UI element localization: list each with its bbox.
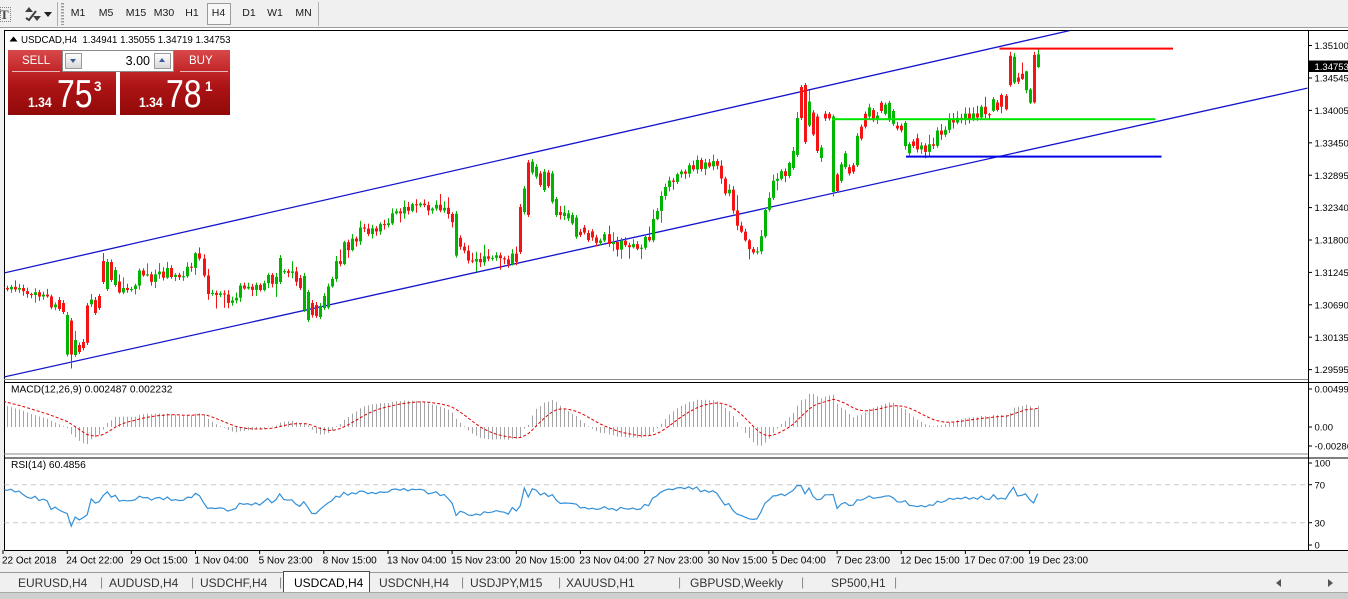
svg-text:-0.00286: -0.00286 bbox=[1315, 442, 1348, 453]
svg-text:USDCAD,H4 1.34941 1.35055 1.3: USDCAD,H4 1.34941 1.35055 1.34719 1.3475… bbox=[21, 35, 231, 46]
svg-text:1.34753: 1.34753 bbox=[1315, 62, 1348, 73]
svg-text:23 Nov 04:00: 23 Nov 04:00 bbox=[579, 556, 639, 567]
svg-text:30: 30 bbox=[1315, 518, 1326, 529]
svg-text:1.35100: 1.35100 bbox=[1315, 41, 1348, 52]
svg-text:1.32340: 1.32340 bbox=[1315, 203, 1348, 214]
svg-text:MACD(12,26,9) 0.002487 0.00223: MACD(12,26,9) 0.002487 0.002232 bbox=[11, 385, 173, 396]
svg-text:1.34005: 1.34005 bbox=[1315, 106, 1348, 117]
svg-text:1.30690: 1.30690 bbox=[1315, 300, 1348, 311]
svg-text:1.32895: 1.32895 bbox=[1315, 171, 1348, 182]
svg-text:70: 70 bbox=[1315, 480, 1326, 491]
svg-text:1.34545: 1.34545 bbox=[1315, 74, 1348, 85]
svg-text:24 Oct 22:00: 24 Oct 22:00 bbox=[66, 556, 124, 567]
svg-text:100: 100 bbox=[1315, 459, 1331, 470]
svg-text:17 Dec 07:00: 17 Dec 07:00 bbox=[964, 556, 1024, 567]
svg-text:T: T bbox=[0, 7, 9, 22]
svg-text:0.00: 0.00 bbox=[1315, 423, 1334, 434]
svg-text:1.29595: 1.29595 bbox=[1315, 365, 1348, 376]
svg-text:22 Oct 2018: 22 Oct 2018 bbox=[2, 556, 57, 567]
svg-text:29 Oct 15:00: 29 Oct 15:00 bbox=[130, 556, 188, 567]
svg-text:13 Nov 04:00: 13 Nov 04:00 bbox=[387, 556, 447, 567]
svg-text:0: 0 bbox=[1315, 541, 1320, 552]
svg-text:20 Nov 15:00: 20 Nov 15:00 bbox=[515, 556, 575, 567]
svg-text:5 Dec 04:00: 5 Dec 04:00 bbox=[772, 556, 826, 567]
svg-text:1.30135: 1.30135 bbox=[1315, 333, 1348, 344]
svg-text:7 Dec 23:00: 7 Dec 23:00 bbox=[836, 556, 890, 567]
svg-text:30 Nov 15:00: 30 Nov 15:00 bbox=[708, 556, 768, 567]
svg-text:15 Nov 23:00: 15 Nov 23:00 bbox=[451, 556, 511, 567]
svg-text:12 Dec 15:00: 12 Dec 15:00 bbox=[900, 556, 960, 567]
svg-text:1.33450: 1.33450 bbox=[1315, 138, 1348, 149]
svg-text:27 Nov 23:00: 27 Nov 23:00 bbox=[644, 556, 704, 567]
svg-text:RSI(14) 60.4856: RSI(14) 60.4856 bbox=[11, 460, 86, 471]
svg-text:8 Nov 15:00: 8 Nov 15:00 bbox=[323, 556, 377, 567]
svg-text:5 Nov 23:00: 5 Nov 23:00 bbox=[259, 556, 313, 567]
svg-text:0.004999: 0.004999 bbox=[1315, 385, 1348, 396]
svg-text:1 Nov 04:00: 1 Nov 04:00 bbox=[195, 556, 249, 567]
svg-text:19 Dec 23:00: 19 Dec 23:00 bbox=[1029, 556, 1089, 567]
svg-text:1.31800: 1.31800 bbox=[1315, 236, 1348, 247]
svg-text:1.31245: 1.31245 bbox=[1315, 268, 1348, 279]
